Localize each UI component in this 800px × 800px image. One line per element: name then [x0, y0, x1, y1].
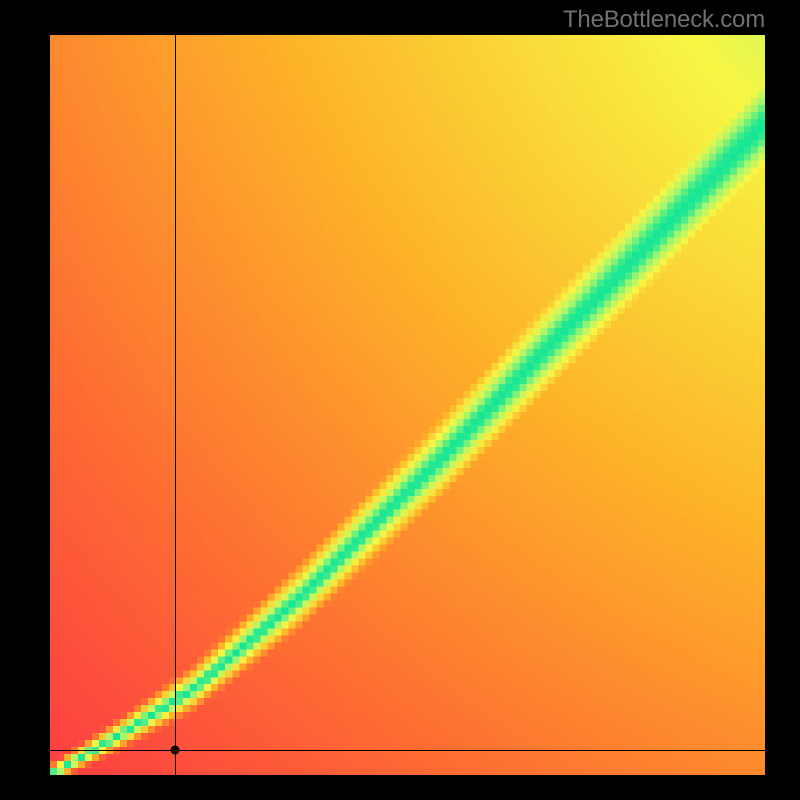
watermark-text: TheBottleneck.com [563, 6, 765, 34]
crosshair-vertical-line [175, 35, 176, 775]
bottleneck-heatmap [50, 35, 765, 775]
crosshair-marker-dot [171, 745, 180, 754]
crosshair-horizontal-line [50, 750, 765, 751]
